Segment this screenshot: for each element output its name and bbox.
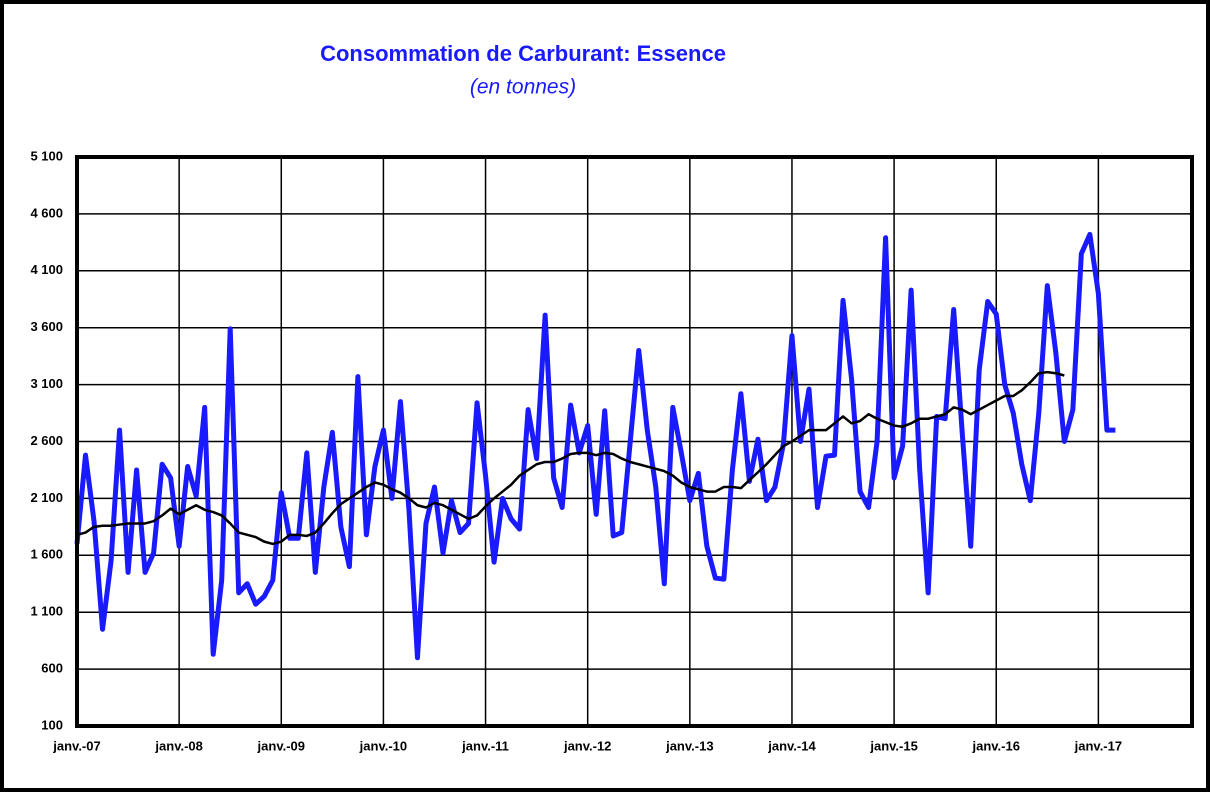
- y-tick-label: 100: [41, 717, 63, 732]
- x-tick-label: janv.-09: [257, 738, 305, 753]
- y-tick-label: 5 100: [30, 148, 63, 163]
- plot-border: [75, 155, 1194, 728]
- x-tick-label: janv.-08: [154, 738, 202, 753]
- y-tick-label: 2 600: [30, 433, 63, 448]
- x-tick-label: janv.-16: [972, 738, 1020, 753]
- y-tick-label: 1 600: [30, 547, 63, 562]
- y-tick-label: 2 100: [30, 490, 63, 505]
- x-tick-label: janv.-15: [869, 738, 917, 753]
- chart-subtitle: (en tonnes): [470, 76, 576, 99]
- y-tick-label: 600: [41, 661, 63, 676]
- x-tick-label: janv.-12: [563, 738, 611, 753]
- x-tick-label: janv.-11: [461, 738, 509, 753]
- y-tick-label: 1 100: [30, 604, 63, 619]
- x-tick-label: janv.-17: [1074, 738, 1122, 753]
- y-tick-label: 4 600: [30, 205, 63, 220]
- x-tick-label: janv.-13: [665, 738, 713, 753]
- x-tick-label: janv.-07: [52, 738, 100, 753]
- x-tick-label: janv.-14: [767, 738, 816, 753]
- series-line: [76, 370, 1065, 546]
- y-tick-label: 3 100: [30, 376, 63, 391]
- x-tick-label: janv.-10: [359, 738, 407, 753]
- y-tick-label: 3 600: [30, 319, 63, 334]
- chart-title: Consommation de Carburant: Essence: [320, 41, 726, 66]
- series-line: [74, 231, 1116, 661]
- y-tick-label: 4 100: [30, 262, 63, 277]
